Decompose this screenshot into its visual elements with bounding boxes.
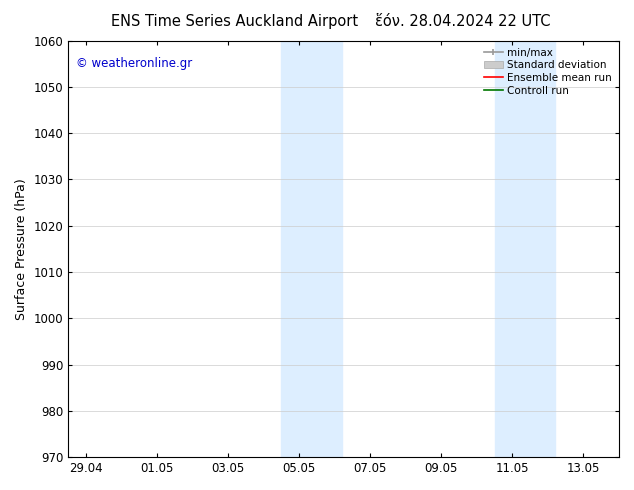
- Text: ENS Time Series Auckland Airport: ENS Time Series Auckland Airport: [111, 14, 358, 29]
- Bar: [317, 41, 342, 457]
- Bar: [281, 41, 317, 457]
- Text: ἕόν. 28.04.2024 22 UTC: ἕόν. 28.04.2024 22 UTC: [375, 14, 550, 29]
- Bar: [495, 41, 523, 457]
- Bar: [523, 41, 555, 457]
- Y-axis label: Surface Pressure (hPa): Surface Pressure (hPa): [15, 178, 28, 320]
- Text: © weatheronline.gr: © weatheronline.gr: [77, 57, 193, 70]
- Legend: min/max, Standard deviation, Ensemble mean run, Controll run: min/max, Standard deviation, Ensemble me…: [480, 44, 616, 100]
